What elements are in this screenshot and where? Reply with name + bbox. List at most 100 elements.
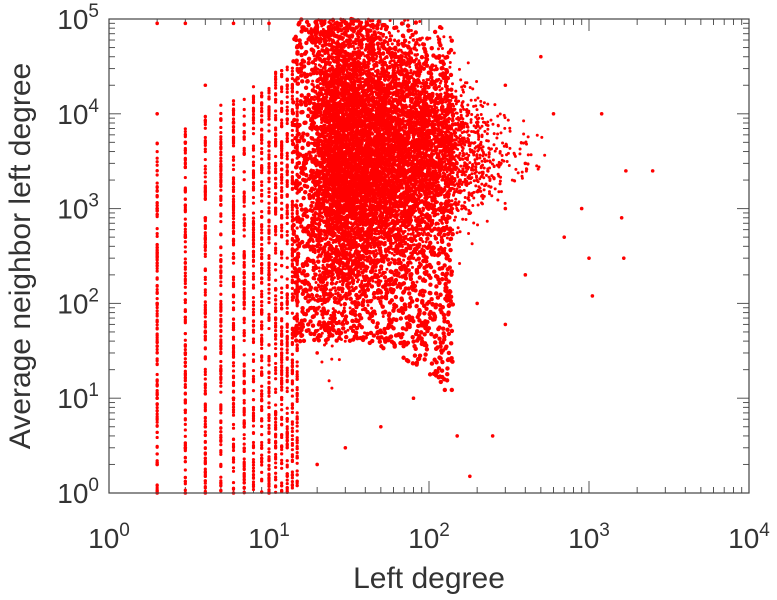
data-point <box>280 343 284 347</box>
data-point <box>251 307 256 311</box>
data-point <box>155 193 159 198</box>
data-point <box>203 216 207 220</box>
data-point <box>260 289 264 293</box>
data-point <box>371 279 375 283</box>
data-point <box>290 286 294 290</box>
data-point <box>346 328 350 332</box>
data-point <box>203 439 207 444</box>
data-point <box>251 337 256 341</box>
data-point <box>274 83 278 87</box>
data-point <box>260 114 264 118</box>
data-point <box>267 380 271 384</box>
data-point <box>203 243 207 247</box>
data-point <box>242 331 246 335</box>
data-point <box>285 239 289 243</box>
data-point <box>285 157 289 161</box>
data-point <box>343 330 348 334</box>
data-point <box>231 327 236 332</box>
data-point <box>455 434 459 438</box>
data-point <box>242 302 246 306</box>
data-point <box>475 301 479 306</box>
data-point <box>274 368 278 372</box>
data-point <box>251 85 256 89</box>
data-point <box>219 111 223 116</box>
data-point <box>260 366 264 370</box>
data-point <box>155 173 159 177</box>
data-point <box>183 197 187 201</box>
data-point <box>472 153 476 157</box>
data-point <box>219 359 223 364</box>
data-point <box>280 388 284 392</box>
data-point <box>456 143 460 147</box>
data-point <box>260 271 264 275</box>
data-point <box>274 100 278 104</box>
data-point <box>219 232 223 237</box>
data-point <box>183 250 187 254</box>
data-point <box>280 452 284 456</box>
data-point <box>280 423 284 427</box>
data-point <box>155 452 159 456</box>
data-point <box>274 278 278 282</box>
data-point <box>231 138 236 142</box>
data-point <box>285 90 289 94</box>
data-point <box>290 203 294 208</box>
data-point <box>219 462 223 466</box>
data-point <box>379 424 383 429</box>
data-point <box>260 256 264 261</box>
data-point <box>242 380 246 385</box>
data-point <box>203 315 207 319</box>
data-point <box>267 117 271 121</box>
data-point <box>242 446 246 450</box>
data-point <box>274 334 278 338</box>
data-point <box>219 380 223 385</box>
data-point <box>274 321 278 325</box>
data-point <box>203 451 207 455</box>
data-point <box>251 195 256 200</box>
data-point <box>260 443 264 448</box>
data-point <box>285 417 289 421</box>
data-point <box>242 478 246 482</box>
data-point <box>260 384 264 388</box>
data-point <box>155 347 159 352</box>
data-point <box>267 316 271 321</box>
data-point <box>285 151 289 155</box>
data-point <box>290 437 294 442</box>
data-point <box>260 424 264 428</box>
data-point <box>390 34 394 38</box>
data-point <box>260 163 264 168</box>
data-point <box>285 344 289 348</box>
data-point <box>183 158 187 162</box>
data-point <box>155 283 159 288</box>
data-point <box>251 253 256 258</box>
data-point <box>619 215 624 220</box>
data-point <box>183 344 187 348</box>
data-point <box>251 242 256 246</box>
data-point <box>267 162 271 166</box>
data-point <box>318 295 322 299</box>
data-point <box>280 385 284 389</box>
data-point <box>274 435 278 439</box>
data-point <box>251 219 256 223</box>
data-point <box>295 360 299 364</box>
data-point <box>219 214 223 218</box>
data-point <box>155 302 159 306</box>
data-point <box>285 100 289 105</box>
data-point <box>242 146 246 150</box>
data-point <box>251 250 256 254</box>
data-point <box>280 229 284 233</box>
data-point <box>267 476 271 480</box>
data-point <box>203 277 207 282</box>
data-point <box>219 150 223 154</box>
data-point <box>285 265 289 269</box>
data-point <box>267 473 271 477</box>
data-point <box>280 291 284 295</box>
data-point <box>203 392 207 396</box>
data-point <box>231 125 236 129</box>
data-point <box>290 133 294 137</box>
data-point <box>251 238 256 242</box>
data-point <box>155 246 159 250</box>
data-point <box>267 283 271 287</box>
data-point <box>231 163 236 167</box>
data-point <box>219 302 223 306</box>
data-point <box>267 426 271 430</box>
